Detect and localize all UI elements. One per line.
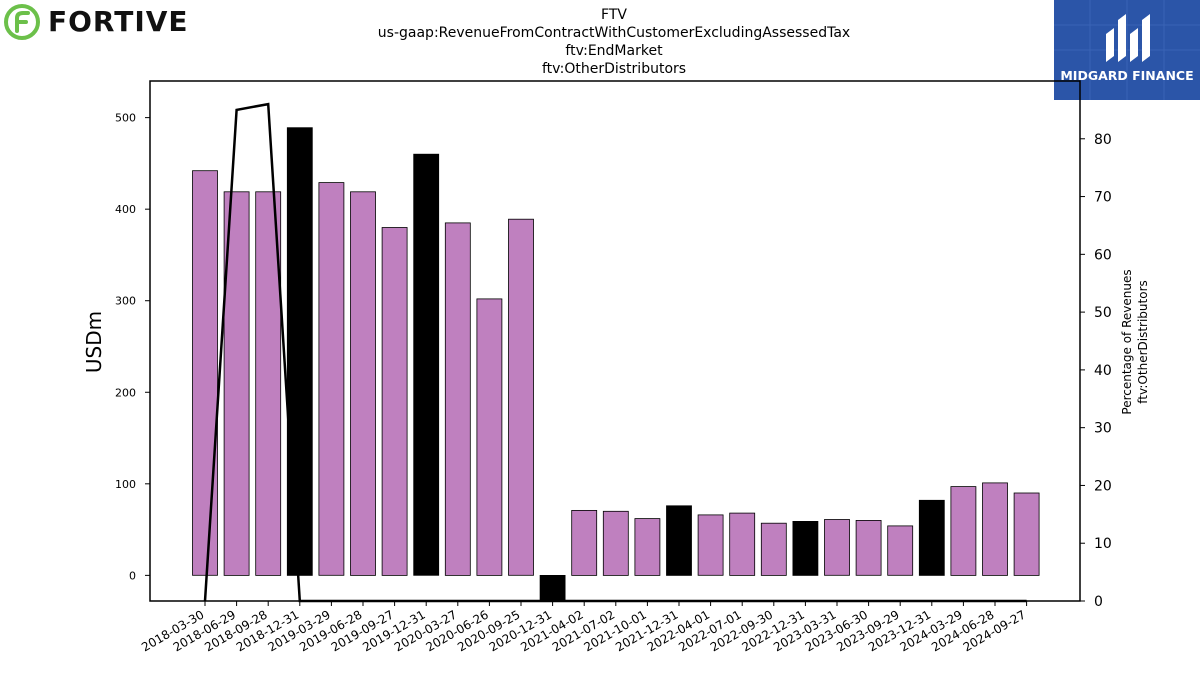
bar-2018-09-28	[255, 191, 282, 576]
bar-2023-03-31	[824, 519, 850, 576]
bar-2023-12-31	[918, 499, 945, 576]
bar-2019-09-27	[381, 227, 408, 576]
brand-logo-background	[1054, 0, 1200, 100]
title-line-axis: ftv:EndMarket	[565, 43, 663, 59]
bar-2024-09-27	[1013, 492, 1040, 576]
y-tick-label-300: 300	[115, 295, 136, 308]
y-tick-label-0: 0	[129, 569, 136, 582]
y2-tick-label-10: 10	[1094, 536, 1112, 552]
bar-2020-12-31	[539, 575, 566, 602]
brand-logo: MIDGARD FINANCE	[1054, 0, 1200, 100]
bar-2020-09-25	[508, 218, 534, 576]
bar-2020-03-27	[444, 222, 471, 576]
bars-group	[192, 127, 1040, 602]
bar-2020-06-26	[476, 298, 503, 576]
title-line-concept: us-gaap:RevenueFromContractWithCustomerE…	[377, 25, 851, 41]
y-tick-label-500: 500	[115, 112, 136, 125]
bar-2021-12-31	[666, 505, 692, 576]
y2-axis-label-line-1: Percentage of Revenues	[1120, 269, 1134, 414]
y2-axis-label-line-2: ftv:OtherDistributors	[1136, 280, 1150, 404]
y2-tick-label-40: 40	[1094, 363, 1112, 379]
y2-tick-label-70: 70	[1094, 190, 1112, 206]
company-logo-text: FORTIVE	[48, 5, 189, 38]
axes-group	[149, 80, 1081, 602]
bar-2019-03-29	[318, 182, 345, 576]
company-logo: FORTIVE	[4, 4, 194, 42]
bar-2019-06-28	[350, 191, 376, 576]
bar-2021-07-02	[602, 510, 629, 576]
y2-tick-label-60: 60	[1094, 247, 1112, 263]
right-ticks-group: 0 10 20 30 40 50 60 70 80	[1080, 132, 1112, 610]
left-ticks-group: 0 100 200 300 400 500	[115, 112, 150, 582]
y2-tick-label-0: 0	[1094, 594, 1103, 610]
y-tick-label-100: 100	[115, 478, 136, 491]
brand-logo-text: MIDGARD FINANCE	[1060, 68, 1194, 83]
bar-2021-04-02	[571, 509, 598, 576]
bar-2022-12-31	[792, 521, 819, 576]
y2-tick-label-20: 20	[1094, 478, 1112, 494]
y2-tick-label-30: 30	[1094, 421, 1112, 437]
bar-2024-03-29	[950, 486, 977, 576]
bar-2018-12-31	[286, 127, 313, 576]
plot-frame	[149, 80, 1081, 602]
brand-mark-icon	[1106, 14, 1150, 62]
bar-2019-12-31	[413, 153, 440, 576]
bar-2023-09-29	[887, 525, 914, 576]
bar-2022-09-30	[760, 522, 787, 576]
title-line-ticker: FTV	[601, 7, 627, 23]
title-line-member: ftv:OtherDistributors	[541, 61, 687, 77]
bar-2018-03-30	[192, 170, 218, 576]
y-tick-label-200: 200	[115, 386, 136, 399]
x-ticks-group: 2018-03-302018-06-292018-09-282018-12-31…	[139, 601, 1028, 654]
bar-2021-10-01	[634, 518, 661, 576]
y2-tick-label-80: 80	[1094, 132, 1112, 148]
bar-2022-04-01	[697, 514, 724, 576]
y-axis-label: USDm	[82, 311, 106, 373]
bar-2023-06-30	[855, 520, 882, 576]
y-tick-label-400: 400	[115, 203, 136, 216]
bar-2024-06-28	[982, 482, 1008, 576]
chart-title: FTV us-gaap:RevenueFromContractWithCusto…	[364, 6, 864, 78]
bar-2022-07-01	[729, 512, 756, 576]
fortive-logo-icon	[4, 4, 40, 40]
y2-tick-label-50: 50	[1094, 305, 1112, 321]
